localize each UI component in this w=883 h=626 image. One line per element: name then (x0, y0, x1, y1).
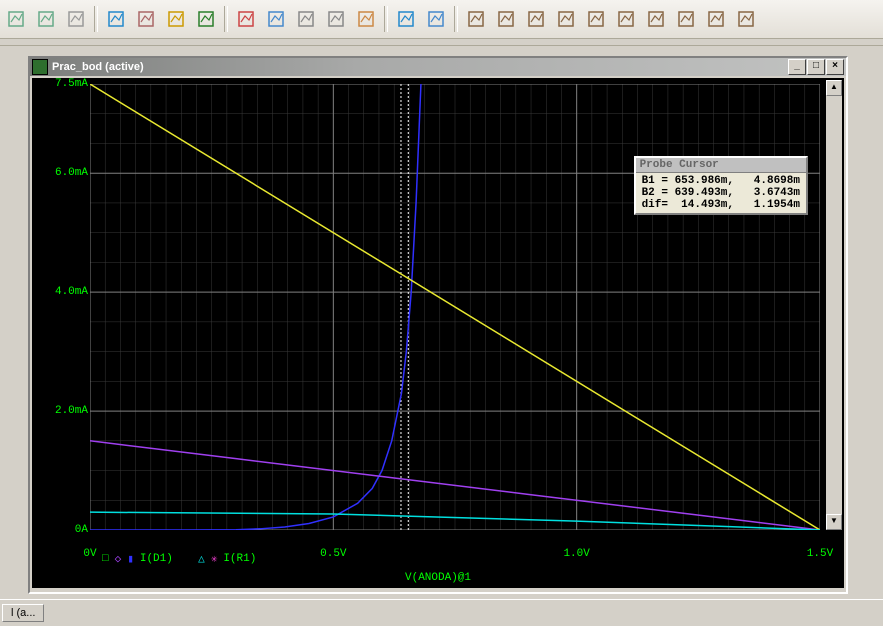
taskbar: l (a... (0, 599, 883, 626)
plot-window: Prac_bod (active) _ □ × 0A 2.0mA 4.0mA 6.0m… (28, 56, 848, 594)
x-tick-label: 0.5V (320, 548, 346, 560)
y-tick-label: 6.0mA (55, 167, 88, 179)
toolbar-eval-button[interactable] (422, 5, 450, 33)
toolbar-fft-button[interactable] (232, 5, 260, 33)
y-tick-label: 2.0mA (55, 405, 88, 417)
toolbar-fx-button[interactable] (292, 5, 320, 33)
toolbar-log-button[interactable] (262, 5, 290, 33)
x-axis-title: V(ANODA)@1 (405, 572, 471, 584)
maximize-button[interactable]: □ (807, 59, 825, 75)
y-tick-label: 0A (75, 524, 88, 536)
toolbar-print-button[interactable] (62, 5, 90, 33)
toolbar-peak-button[interactable] (522, 5, 550, 33)
scroll-down-button[interactable]: ▼ (826, 514, 842, 530)
toolbar-excel-button[interactable] (192, 5, 220, 33)
scroll-up-button[interactable]: ▲ (826, 80, 842, 96)
y-tick-label: 4.0mA (55, 286, 88, 298)
x-tick-label: 0V (83, 548, 96, 560)
y-axis-labels: 0A 2.0mA 4.0mA 6.0mA 7.5mA (32, 78, 90, 588)
main-toolbar (0, 0, 883, 39)
toolbar-func1-button[interactable] (702, 5, 730, 33)
y-tick-label: 7.5mA (55, 78, 88, 90)
toolbar-new-button[interactable] (2, 5, 30, 33)
toolbar-spacer (0, 39, 883, 46)
toolbar-notes-button[interactable] (162, 5, 190, 33)
taskbar-item[interactable]: l (a... (2, 604, 44, 622)
minimize-button[interactable]: _ (788, 59, 806, 75)
window-title: Prac_bod (active) (52, 61, 144, 73)
toolbar-open-button[interactable] (32, 5, 60, 33)
toolbar-min-button[interactable] (552, 5, 580, 33)
probe-cursor-box[interactable]: Probe Cursor B1 = 653.986m, 4.8698m B2 =… (634, 156, 808, 215)
window-buttons: _ □ × (788, 59, 844, 75)
x-tick-label: 1.0V (563, 548, 589, 560)
plot-area: 0A 2.0mA 4.0mA 6.0mA 7.5mA ▲ ▼ Probe Cursor … (32, 78, 844, 588)
toolbar-plot-add-button[interactable] (352, 5, 380, 33)
vertical-scrollbar[interactable]: ▲ ▼ (826, 80, 842, 530)
probe-title: Probe Cursor (636, 158, 806, 173)
toolbar-integ-button[interactable] (642, 5, 670, 33)
toolbar-func2-button[interactable] (732, 5, 760, 33)
toolbar-abc-button[interactable] (322, 5, 350, 33)
close-button[interactable]: × (826, 59, 844, 75)
toolbar-y-axis-button[interactable] (102, 5, 130, 33)
toolbar-scissors-button[interactable] (132, 5, 160, 33)
toolbar-slope-button[interactable] (582, 5, 610, 33)
chart-legend: □ ◇ ▮I(D1) △ ✳ I(R1) (102, 552, 256, 566)
toolbar-cursor-button[interactable] (392, 5, 420, 33)
toolbar-root2-button[interactable] (492, 5, 520, 33)
toolbar-deriv-button[interactable] (612, 5, 640, 33)
window-icon (32, 59, 48, 75)
toolbar-band-button[interactable] (672, 5, 700, 33)
toolbar-root1-button[interactable] (462, 5, 490, 33)
probe-body: B1 = 653.986m, 4.8698m B2 = 639.493m, 3.… (636, 173, 806, 213)
chart-canvas[interactable] (90, 84, 820, 530)
window-titlebar[interactable]: Prac_bod (active) _ □ × (30, 58, 846, 76)
x-tick-label: 1.5V (807, 548, 833, 560)
